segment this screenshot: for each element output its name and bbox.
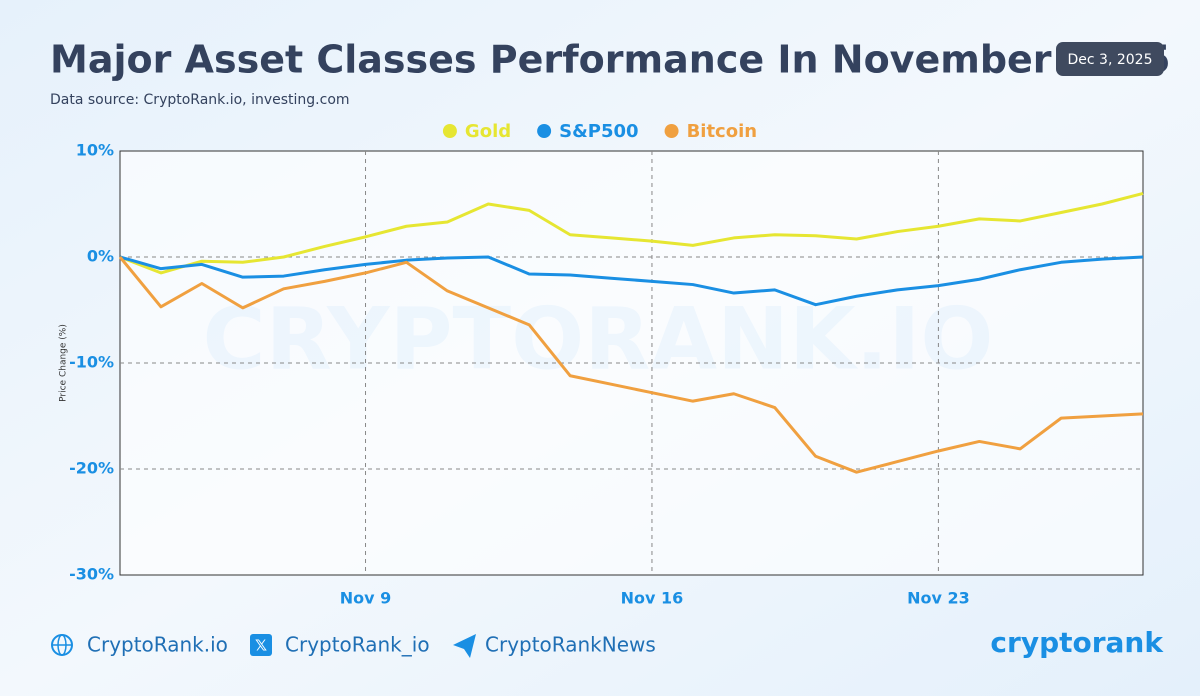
footer-link[interactable]: CryptoRank.io (87, 633, 228, 657)
x-tick-label: Nov 9 (340, 589, 392, 608)
chart-title: Major Asset Classes Performance In Novem… (50, 38, 1171, 82)
y-tick-label: 10% (76, 141, 114, 160)
chart-subtitle: Data source: CryptoRank.io, investing.co… (50, 92, 350, 108)
legend-label: Bitcoin (687, 121, 758, 142)
line-series (119, 255, 1144, 307)
y-tick-label: -10% (69, 353, 114, 372)
x-icon-glyph: 𝕏 (255, 637, 267, 655)
legend-label: Gold (465, 121, 511, 142)
legend-swatch (537, 124, 552, 138)
x-icon (250, 634, 272, 656)
y-axis-label: Price Change (%) (59, 324, 69, 402)
legend-swatch (442, 124, 457, 138)
line-series (118, 256, 1144, 474)
y-tick-label: 0% (87, 247, 114, 266)
legend-label: S&P500 (559, 121, 638, 142)
legend: Gold S&P500 Bitcoin (442, 121, 758, 142)
line-series (119, 191, 1144, 275)
x-tick-label: Nov 16 (621, 589, 684, 608)
telegram-icon (453, 634, 476, 658)
footer-link[interactable]: CryptoRankNews (485, 633, 656, 657)
footer: CryptoRank.io 𝕏 CryptoRank_io CryptoRank… (51, 626, 1164, 659)
legend-swatch (664, 124, 679, 138)
y-tick-label: -30% (69, 565, 114, 584)
watermark: CRYPTORANK.IO (203, 289, 994, 389)
y-tick-label: -20% (69, 459, 114, 478)
date-badge (1056, 42, 1164, 76)
date-badge-text: Dec 3, 2025 (1068, 52, 1153, 68)
footer-link[interactable]: CryptoRank_io (285, 633, 430, 657)
logo: cryptorank (990, 626, 1164, 659)
x-tick-label: Nov 23 (907, 589, 970, 608)
